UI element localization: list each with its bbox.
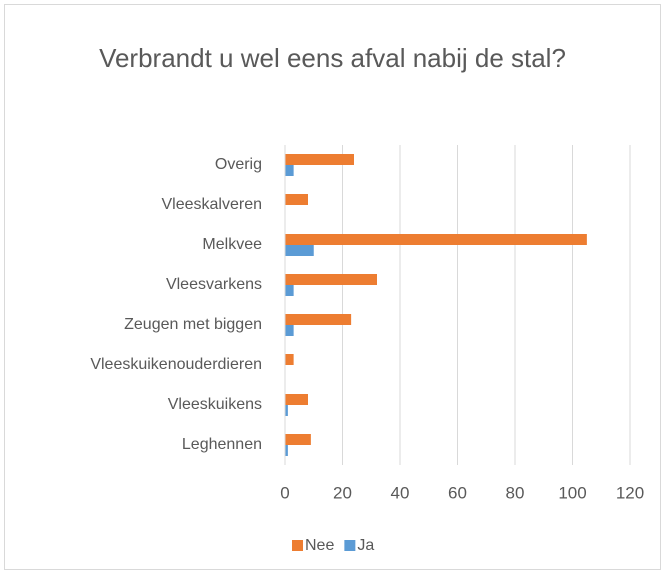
bar — [285, 245, 314, 256]
y-tick-label: Vleesvarkens — [166, 276, 262, 293]
bar — [285, 285, 294, 296]
y-tick-label: Melkvee — [202, 236, 262, 253]
legend-label: Nee — [305, 537, 334, 554]
bar — [285, 154, 354, 165]
legend-label: Ja — [357, 537, 374, 554]
chart-title: Verbrandt u wel eens afval nabij de stal… — [99, 43, 566, 73]
x-tick-label: 100 — [558, 483, 586, 502]
y-tick-label: Overig — [215, 156, 262, 173]
y-tick-label: Vleeskuikens — [168, 396, 262, 413]
legend-swatch — [292, 540, 303, 551]
x-tick-label: 0 — [280, 483, 289, 502]
legend-swatch — [344, 540, 356, 551]
bar — [285, 194, 308, 205]
bar — [285, 234, 587, 245]
y-tick-label: Leghennen — [182, 436, 262, 453]
chart-border — [4, 4, 661, 570]
x-tick-label: 20 — [333, 483, 352, 502]
bar — [285, 274, 377, 285]
x-tick-label: 120 — [616, 483, 644, 502]
bar — [285, 314, 352, 325]
y-tick-label: Vleeskalveren — [162, 196, 263, 213]
bar — [285, 354, 294, 365]
bar — [285, 434, 311, 445]
bar — [285, 394, 308, 405]
bar — [285, 405, 288, 416]
y-tick-label: Zeugen met biggen — [124, 316, 262, 333]
bar — [285, 325, 294, 336]
x-tick-label: 40 — [391, 483, 410, 502]
y-tick-label: Vleeskuikenouderdieren — [90, 356, 262, 373]
bar — [285, 165, 294, 176]
x-tick-label: 60 — [448, 483, 467, 502]
bar — [285, 445, 288, 456]
x-tick-label: 80 — [506, 483, 525, 502]
